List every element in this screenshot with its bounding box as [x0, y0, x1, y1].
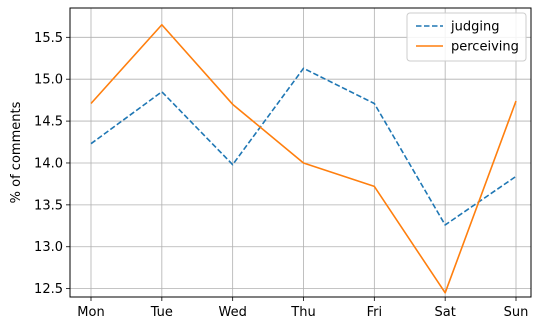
y-axis-label: % of comments — [9, 101, 24, 203]
x-tick-label: Tue — [150, 305, 173, 320]
x-tick-label: Fri — [367, 305, 383, 320]
y-tick-label: 13.5 — [34, 198, 63, 213]
y-tick-label: 14.5 — [34, 115, 63, 130]
y-tick-label: 15.5 — [34, 31, 63, 46]
x-tick-label: Thu — [290, 305, 315, 320]
y-axis: 12.5 13.0 13.5 14.0 14.5 15.0 15.5 — [34, 31, 70, 297]
legend-label-judging: judging — [450, 20, 499, 35]
y-tick-label: 15.0 — [34, 73, 63, 88]
x-tick-label: Sat — [435, 305, 456, 320]
x-tick-label: Mon — [77, 305, 104, 320]
y-tick-label: 12.5 — [34, 282, 63, 297]
legend: judging perceiving — [406, 12, 527, 62]
legend-label-perceiving: perceiving — [451, 40, 519, 55]
y-tick-label: 14.0 — [34, 156, 63, 171]
y-tick-label: 13.0 — [34, 240, 63, 255]
x-tick-label: Wed — [218, 305, 246, 320]
legend-box — [406, 12, 527, 62]
x-tick-label: Sun — [504, 305, 529, 320]
series-layer — [90, 23, 517, 294]
plot-frame — [69, 7, 532, 298]
x-axis: Mon Tue Wed Thu Fri Sat Sun — [77, 297, 528, 320]
